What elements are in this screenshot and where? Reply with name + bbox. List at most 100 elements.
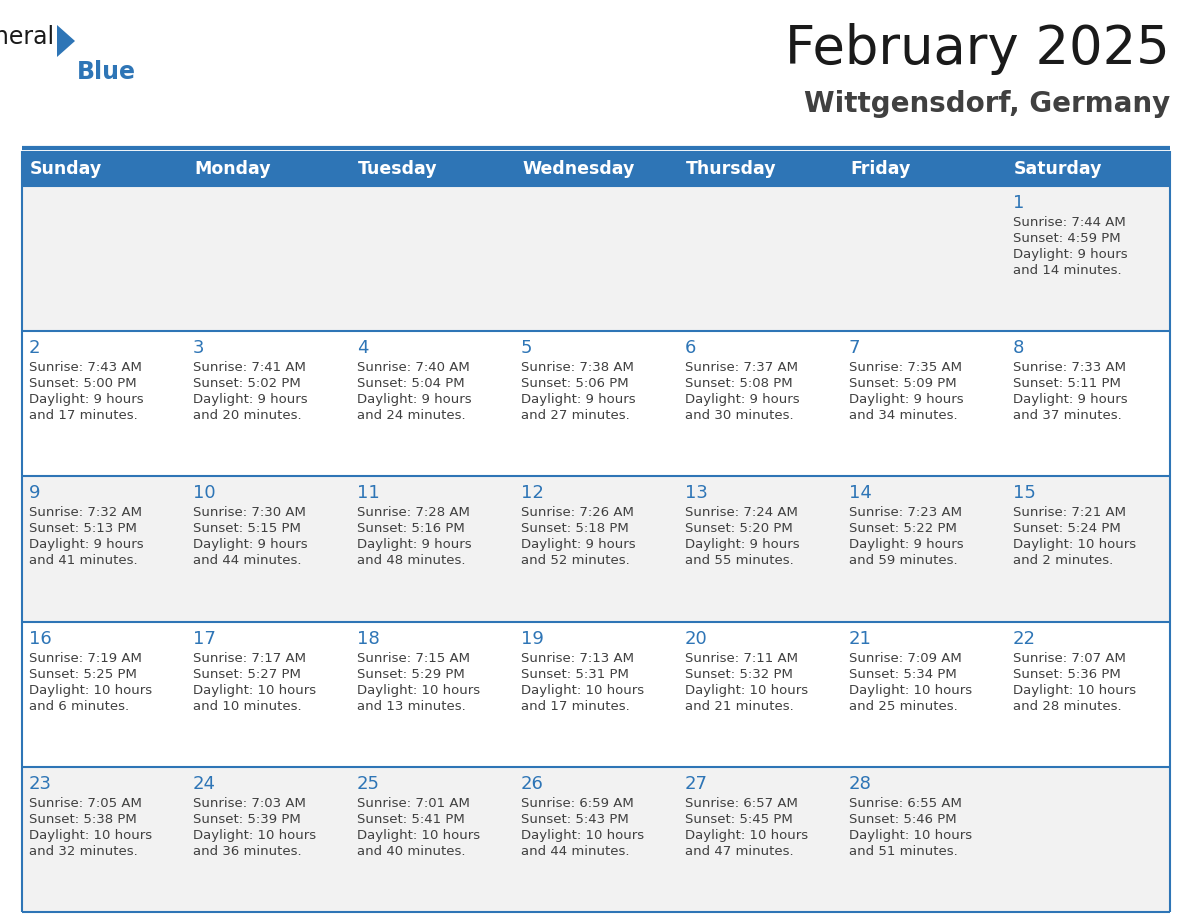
Text: Sunset: 5:09 PM: Sunset: 5:09 PM (849, 377, 956, 390)
Text: Daylight: 10 hours: Daylight: 10 hours (1013, 684, 1136, 697)
Text: Daylight: 10 hours: Daylight: 10 hours (29, 829, 152, 842)
Text: Daylight: 9 hours: Daylight: 9 hours (522, 538, 636, 552)
Text: 13: 13 (685, 485, 708, 502)
Text: Daylight: 9 hours: Daylight: 9 hours (29, 538, 144, 552)
Text: 12: 12 (522, 485, 544, 502)
Bar (23, 476, 1170, 621)
Text: Sunset: 5:02 PM: Sunset: 5:02 PM (192, 377, 301, 390)
Text: Sunrise: 7:19 AM: Sunrise: 7:19 AM (29, 652, 141, 665)
Text: Sunrise: 7:24 AM: Sunrise: 7:24 AM (685, 507, 798, 520)
Text: Daylight: 10 hours: Daylight: 10 hours (849, 684, 972, 697)
Text: 28: 28 (849, 775, 872, 793)
Text: 14: 14 (849, 485, 872, 502)
Text: Sunset: 5:43 PM: Sunset: 5:43 PM (522, 812, 628, 826)
Text: Daylight: 10 hours: Daylight: 10 hours (522, 684, 644, 697)
Text: 16: 16 (29, 630, 52, 647)
Text: Sunset: 5:18 PM: Sunset: 5:18 PM (522, 522, 628, 535)
Text: 5: 5 (522, 339, 532, 357)
Text: and 2 minutes.: and 2 minutes. (1013, 554, 1113, 567)
Text: Sunrise: 7:09 AM: Sunrise: 7:09 AM (849, 652, 962, 665)
Text: Daylight: 9 hours: Daylight: 9 hours (522, 393, 636, 406)
Text: 25: 25 (358, 775, 380, 793)
Text: Daylight: 10 hours: Daylight: 10 hours (358, 684, 480, 697)
Text: Sunset: 4:59 PM: Sunset: 4:59 PM (1013, 232, 1120, 245)
Text: 2: 2 (29, 339, 40, 357)
Text: and 10 minutes.: and 10 minutes. (192, 700, 302, 712)
Text: 17: 17 (192, 630, 216, 647)
Text: Wednesday: Wednesday (522, 160, 634, 177)
Text: Sunset: 5:45 PM: Sunset: 5:45 PM (685, 812, 792, 826)
Text: Sunset: 5:25 PM: Sunset: 5:25 PM (29, 667, 137, 680)
Text: Sunset: 5:24 PM: Sunset: 5:24 PM (1013, 522, 1120, 535)
Text: Sunrise: 7:28 AM: Sunrise: 7:28 AM (358, 507, 470, 520)
Text: 4: 4 (358, 339, 368, 357)
Text: Sunrise: 7:05 AM: Sunrise: 7:05 AM (29, 797, 141, 810)
Text: 24: 24 (192, 775, 216, 793)
Text: Sunrise: 6:57 AM: Sunrise: 6:57 AM (685, 797, 798, 810)
Text: Sunrise: 7:07 AM: Sunrise: 7:07 AM (1013, 652, 1126, 665)
Text: Sunrise: 7:01 AM: Sunrise: 7:01 AM (358, 797, 470, 810)
Text: 22: 22 (1013, 630, 1036, 647)
Text: and 59 minutes.: and 59 minutes. (849, 554, 958, 567)
Text: Sunset: 5:04 PM: Sunset: 5:04 PM (358, 377, 465, 390)
Text: 11: 11 (358, 485, 380, 502)
Text: Wittgensdorf, Germany: Wittgensdorf, Germany (804, 90, 1170, 118)
Text: Daylight: 10 hours: Daylight: 10 hours (849, 829, 972, 842)
Text: Daylight: 9 hours: Daylight: 9 hours (192, 538, 308, 552)
Text: Sunrise: 7:40 AM: Sunrise: 7:40 AM (358, 361, 469, 375)
Text: Sunset: 5:22 PM: Sunset: 5:22 PM (849, 522, 956, 535)
Text: and 21 minutes.: and 21 minutes. (685, 700, 794, 712)
Text: Daylight: 9 hours: Daylight: 9 hours (192, 393, 308, 406)
Text: Sunset: 5:46 PM: Sunset: 5:46 PM (849, 812, 956, 826)
Text: Sunday: Sunday (30, 160, 102, 177)
Text: 21: 21 (849, 630, 872, 647)
Text: Sunrise: 7:44 AM: Sunrise: 7:44 AM (1013, 216, 1126, 229)
Bar (23, 331, 1170, 476)
Text: and 55 minutes.: and 55 minutes. (685, 554, 794, 567)
Text: Sunset: 5:00 PM: Sunset: 5:00 PM (29, 377, 137, 390)
Text: Sunrise: 7:43 AM: Sunrise: 7:43 AM (29, 361, 141, 375)
Text: Monday: Monday (194, 160, 271, 177)
Text: and 40 minutes.: and 40 minutes. (358, 845, 466, 857)
Text: 20: 20 (685, 630, 708, 647)
Text: Sunrise: 7:37 AM: Sunrise: 7:37 AM (685, 361, 798, 375)
Text: Daylight: 9 hours: Daylight: 9 hours (849, 393, 963, 406)
Text: Daylight: 9 hours: Daylight: 9 hours (1013, 393, 1127, 406)
Bar (23, 767, 1170, 912)
Text: 23: 23 (29, 775, 52, 793)
Text: Thursday: Thursday (685, 160, 777, 177)
Text: Blue: Blue (77, 60, 135, 84)
Text: Sunrise: 7:11 AM: Sunrise: 7:11 AM (685, 652, 798, 665)
Text: and 28 minutes.: and 28 minutes. (1013, 700, 1121, 712)
Text: and 30 minutes.: and 30 minutes. (685, 409, 794, 422)
Text: and 36 minutes.: and 36 minutes. (192, 845, 302, 857)
Text: Sunset: 5:16 PM: Sunset: 5:16 PM (358, 522, 465, 535)
Text: and 17 minutes.: and 17 minutes. (29, 409, 138, 422)
Text: Daylight: 10 hours: Daylight: 10 hours (685, 829, 808, 842)
Polygon shape (57, 25, 75, 57)
Text: Daylight: 10 hours: Daylight: 10 hours (522, 829, 644, 842)
Text: Daylight: 10 hours: Daylight: 10 hours (29, 684, 152, 697)
Text: Daylight: 10 hours: Daylight: 10 hours (192, 684, 316, 697)
Text: Sunset: 5:41 PM: Sunset: 5:41 PM (358, 812, 465, 826)
Text: Sunrise: 6:59 AM: Sunrise: 6:59 AM (522, 797, 633, 810)
Text: and 44 minutes.: and 44 minutes. (192, 554, 302, 567)
Text: and 37 minutes.: and 37 minutes. (1013, 409, 1121, 422)
Text: Sunrise: 7:41 AM: Sunrise: 7:41 AM (192, 361, 305, 375)
Text: Sunrise: 7:21 AM: Sunrise: 7:21 AM (1013, 507, 1126, 520)
Text: Sunrise: 7:15 AM: Sunrise: 7:15 AM (358, 652, 470, 665)
Text: and 6 minutes.: and 6 minutes. (29, 700, 129, 712)
Text: Sunset: 5:20 PM: Sunset: 5:20 PM (685, 522, 792, 535)
Text: 3: 3 (192, 339, 204, 357)
Text: and 32 minutes.: and 32 minutes. (29, 845, 138, 857)
Text: and 25 minutes.: and 25 minutes. (849, 700, 958, 712)
Text: 18: 18 (358, 630, 380, 647)
Text: Tuesday: Tuesday (358, 160, 437, 177)
Text: Sunset: 5:15 PM: Sunset: 5:15 PM (192, 522, 301, 535)
Text: 7: 7 (849, 339, 860, 357)
Text: Daylight: 9 hours: Daylight: 9 hours (849, 538, 963, 552)
Text: 8: 8 (1013, 339, 1024, 357)
Text: and 41 minutes.: and 41 minutes. (29, 554, 138, 567)
Text: and 13 minutes.: and 13 minutes. (358, 700, 466, 712)
Text: Daylight: 10 hours: Daylight: 10 hours (192, 829, 316, 842)
